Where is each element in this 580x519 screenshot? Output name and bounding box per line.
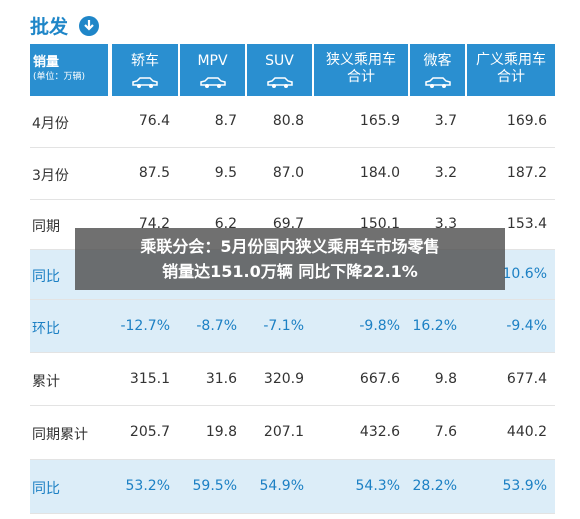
car-icon [199,77,226,88]
cell-value: 184.0 [359,165,400,181]
row-label: 4月份 [32,116,69,132]
table-row: 3月份 87.5 9.5 87.0 184.0 3.2 187.2 [30,148,555,200]
table-row: 同期累计 205.7 19.8 207.1 432.6 7.6 440.2 [30,406,555,460]
section-title: 批发 [30,12,100,39]
cell-value: -9.4% [506,317,547,334]
cell-value: 165.9 [359,113,400,129]
cell-value: 207.1 [263,424,304,440]
column-header-line: 广义乘用车 [476,52,546,68]
cell-value: 54.3% [355,478,400,494]
cell-value: 320.9 [263,370,304,387]
caption-line: 销量达151.0万辆 同比下降22.1% [162,262,418,281]
unit-note: (单位：万辆) [33,72,86,82]
cell-value: 169.6 [506,113,547,129]
cell-value: 59.5% [192,478,237,494]
cell-value: 87.0 [272,165,304,181]
row-label: 同期累计 [32,427,88,443]
column-header: 轿车 [112,44,178,96]
cell-value: 10.6% [502,266,547,282]
column-header: 微客 [410,44,465,96]
car-icon [132,77,158,88]
cell-value: 7.6 [434,424,457,440]
cell-value: 54.9% [259,478,304,494]
row-label: 同比 [32,481,60,497]
caption-line: 乘联分会：5月份国内狭义乘用车市场零售 [140,237,440,256]
cell-value: 87.5 [138,165,170,181]
column-header-line: 微客 [423,53,452,69]
cell-value: 3.7 [434,113,457,129]
cell-value: -12.7% [120,317,170,334]
row-label: 同期 [32,219,60,235]
cell-value: 677.4 [506,370,547,387]
column-header: MPV [180,44,245,96]
cell-value: 53.2% [125,478,170,494]
column-header-line: 狭义乘用车 [326,52,396,68]
title-text: 批发 [30,16,69,38]
cell-value: 3.2 [434,165,457,181]
table-row: 同比 53.2% 59.5% 54.9% 54.3% 28.2% 53.9% [30,460,555,514]
column-header-line: 合计 [347,69,375,85]
table-row: 累计 315.1 31.6 320.9 667.6 9.8 677.4 [30,353,555,406]
cell-value: 16.2% [412,317,457,334]
cell-value: 76.4 [138,113,170,129]
cell-value: 31.6 [205,370,237,387]
cell-value: 187.2 [506,165,547,181]
cell-value: 205.7 [129,424,170,440]
cell-value: 315.1 [129,370,170,387]
table-row: 环比 -12.7% -8.7% -7.1% -9.8% 16.2% -9.4% [30,300,555,353]
column-header: 广义乘用车 合计 [467,44,555,96]
caption-overlay: 乘联分会：5月份国内狭义乘用车市场零售 销量达151.0万辆 同比下降22.1% [75,228,505,290]
cell-value: 28.2% [412,478,457,494]
unit-header: 销量 (单位：万辆) [30,44,108,96]
column-header-line: 合计 [497,69,525,85]
cell-value: 8.7 [214,113,237,129]
cell-value: 432.6 [359,424,400,440]
column-header: SUV [247,44,312,96]
cell-value: 19.8 [205,424,237,440]
cell-value: 80.8 [272,113,304,129]
row-label: 环比 [32,320,60,337]
unit-title: 销量 [33,55,60,70]
download-icon [78,16,99,36]
row-label: 同比 [32,269,60,285]
car-icon [424,77,451,88]
row-label: 3月份 [32,168,69,184]
cell-value: 667.6 [359,370,400,387]
column-header-line: MPV [197,53,228,69]
column-header-line: 轿车 [131,53,159,69]
cell-value: 153.4 [506,216,547,232]
car-icon [266,77,293,88]
cell-value: -8.7% [196,317,237,334]
cell-value: 53.9% [502,478,547,494]
cell-value: 9.8 [434,370,457,387]
cell-value: 9.5 [214,165,237,181]
column-header: 狭义乘用车 合计 [314,44,408,96]
row-label: 累计 [32,373,60,390]
column-header-line: SUV [265,53,294,69]
cell-value: -7.1% [263,317,304,334]
cell-value: -9.8% [359,317,400,334]
table-row: 4月份 76.4 8.7 80.8 165.9 3.7 169.6 [30,96,555,148]
cell-value: 440.2 [506,424,547,440]
